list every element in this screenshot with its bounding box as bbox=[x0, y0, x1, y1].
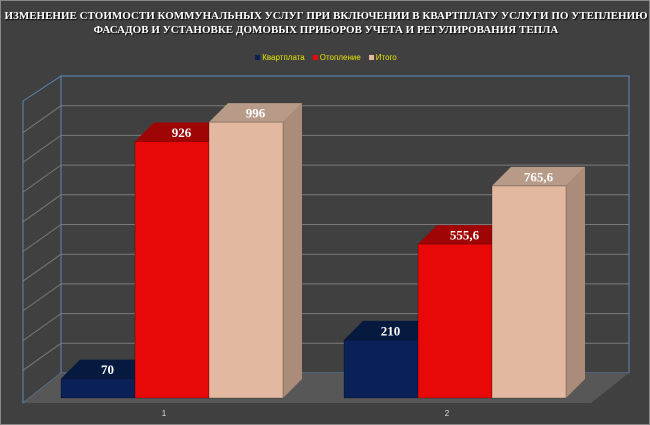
gridline-side bbox=[22, 253, 62, 282]
gridline-side bbox=[22, 194, 62, 223]
chart-title: ИЗМЕНЕНИЕ СТОИМОСТИ КОММУНАЛЬНЫХ УСЛУГ П… bbox=[4, 10, 648, 36]
data-label: 996 bbox=[246, 106, 266, 121]
data-label: 555,6 bbox=[450, 228, 480, 243]
gridline-side bbox=[22, 105, 62, 134]
bar-top bbox=[418, 225, 511, 245]
bar-side bbox=[283, 103, 302, 398]
legend-swatch bbox=[255, 55, 261, 60]
bar bbox=[491, 185, 567, 399]
data-label: 210 bbox=[381, 323, 401, 338]
bar bbox=[208, 121, 284, 399]
bar-top bbox=[209, 103, 302, 123]
gridline-side bbox=[22, 342, 62, 371]
x-tick-label: 1 bbox=[162, 409, 167, 418]
bar-side bbox=[566, 166, 585, 398]
legend-swatch bbox=[368, 55, 374, 60]
data-label: 70 bbox=[101, 362, 114, 377]
bar bbox=[60, 378, 136, 399]
data-label: 765,6 bbox=[524, 169, 554, 184]
gridline-side bbox=[22, 134, 62, 163]
bar-top bbox=[492, 166, 585, 186]
x-tick-label: 2 bbox=[445, 409, 450, 418]
bar bbox=[134, 140, 210, 399]
legend-label: Итого bbox=[375, 53, 397, 62]
legend-swatch bbox=[312, 55, 318, 60]
legend: Квартплата Отопление Итого bbox=[1, 53, 649, 62]
data-label: 926 bbox=[172, 125, 192, 140]
bar bbox=[343, 339, 419, 399]
bar-top bbox=[61, 359, 154, 379]
gridline-side bbox=[22, 313, 62, 342]
legend-item: Итого bbox=[368, 53, 397, 62]
bar bbox=[417, 243, 493, 399]
legend-item: Квартплата bbox=[255, 53, 305, 62]
gridline-side bbox=[22, 164, 62, 193]
left-wall bbox=[22, 75, 62, 405]
legend-item: Отопление bbox=[312, 53, 361, 62]
bar-top bbox=[135, 122, 228, 142]
gridline-side bbox=[22, 283, 62, 312]
legend-label: Отопление bbox=[319, 53, 361, 62]
bar-top bbox=[344, 320, 437, 340]
legend-label: Квартплата bbox=[262, 53, 305, 62]
gridline-side bbox=[22, 224, 62, 252]
